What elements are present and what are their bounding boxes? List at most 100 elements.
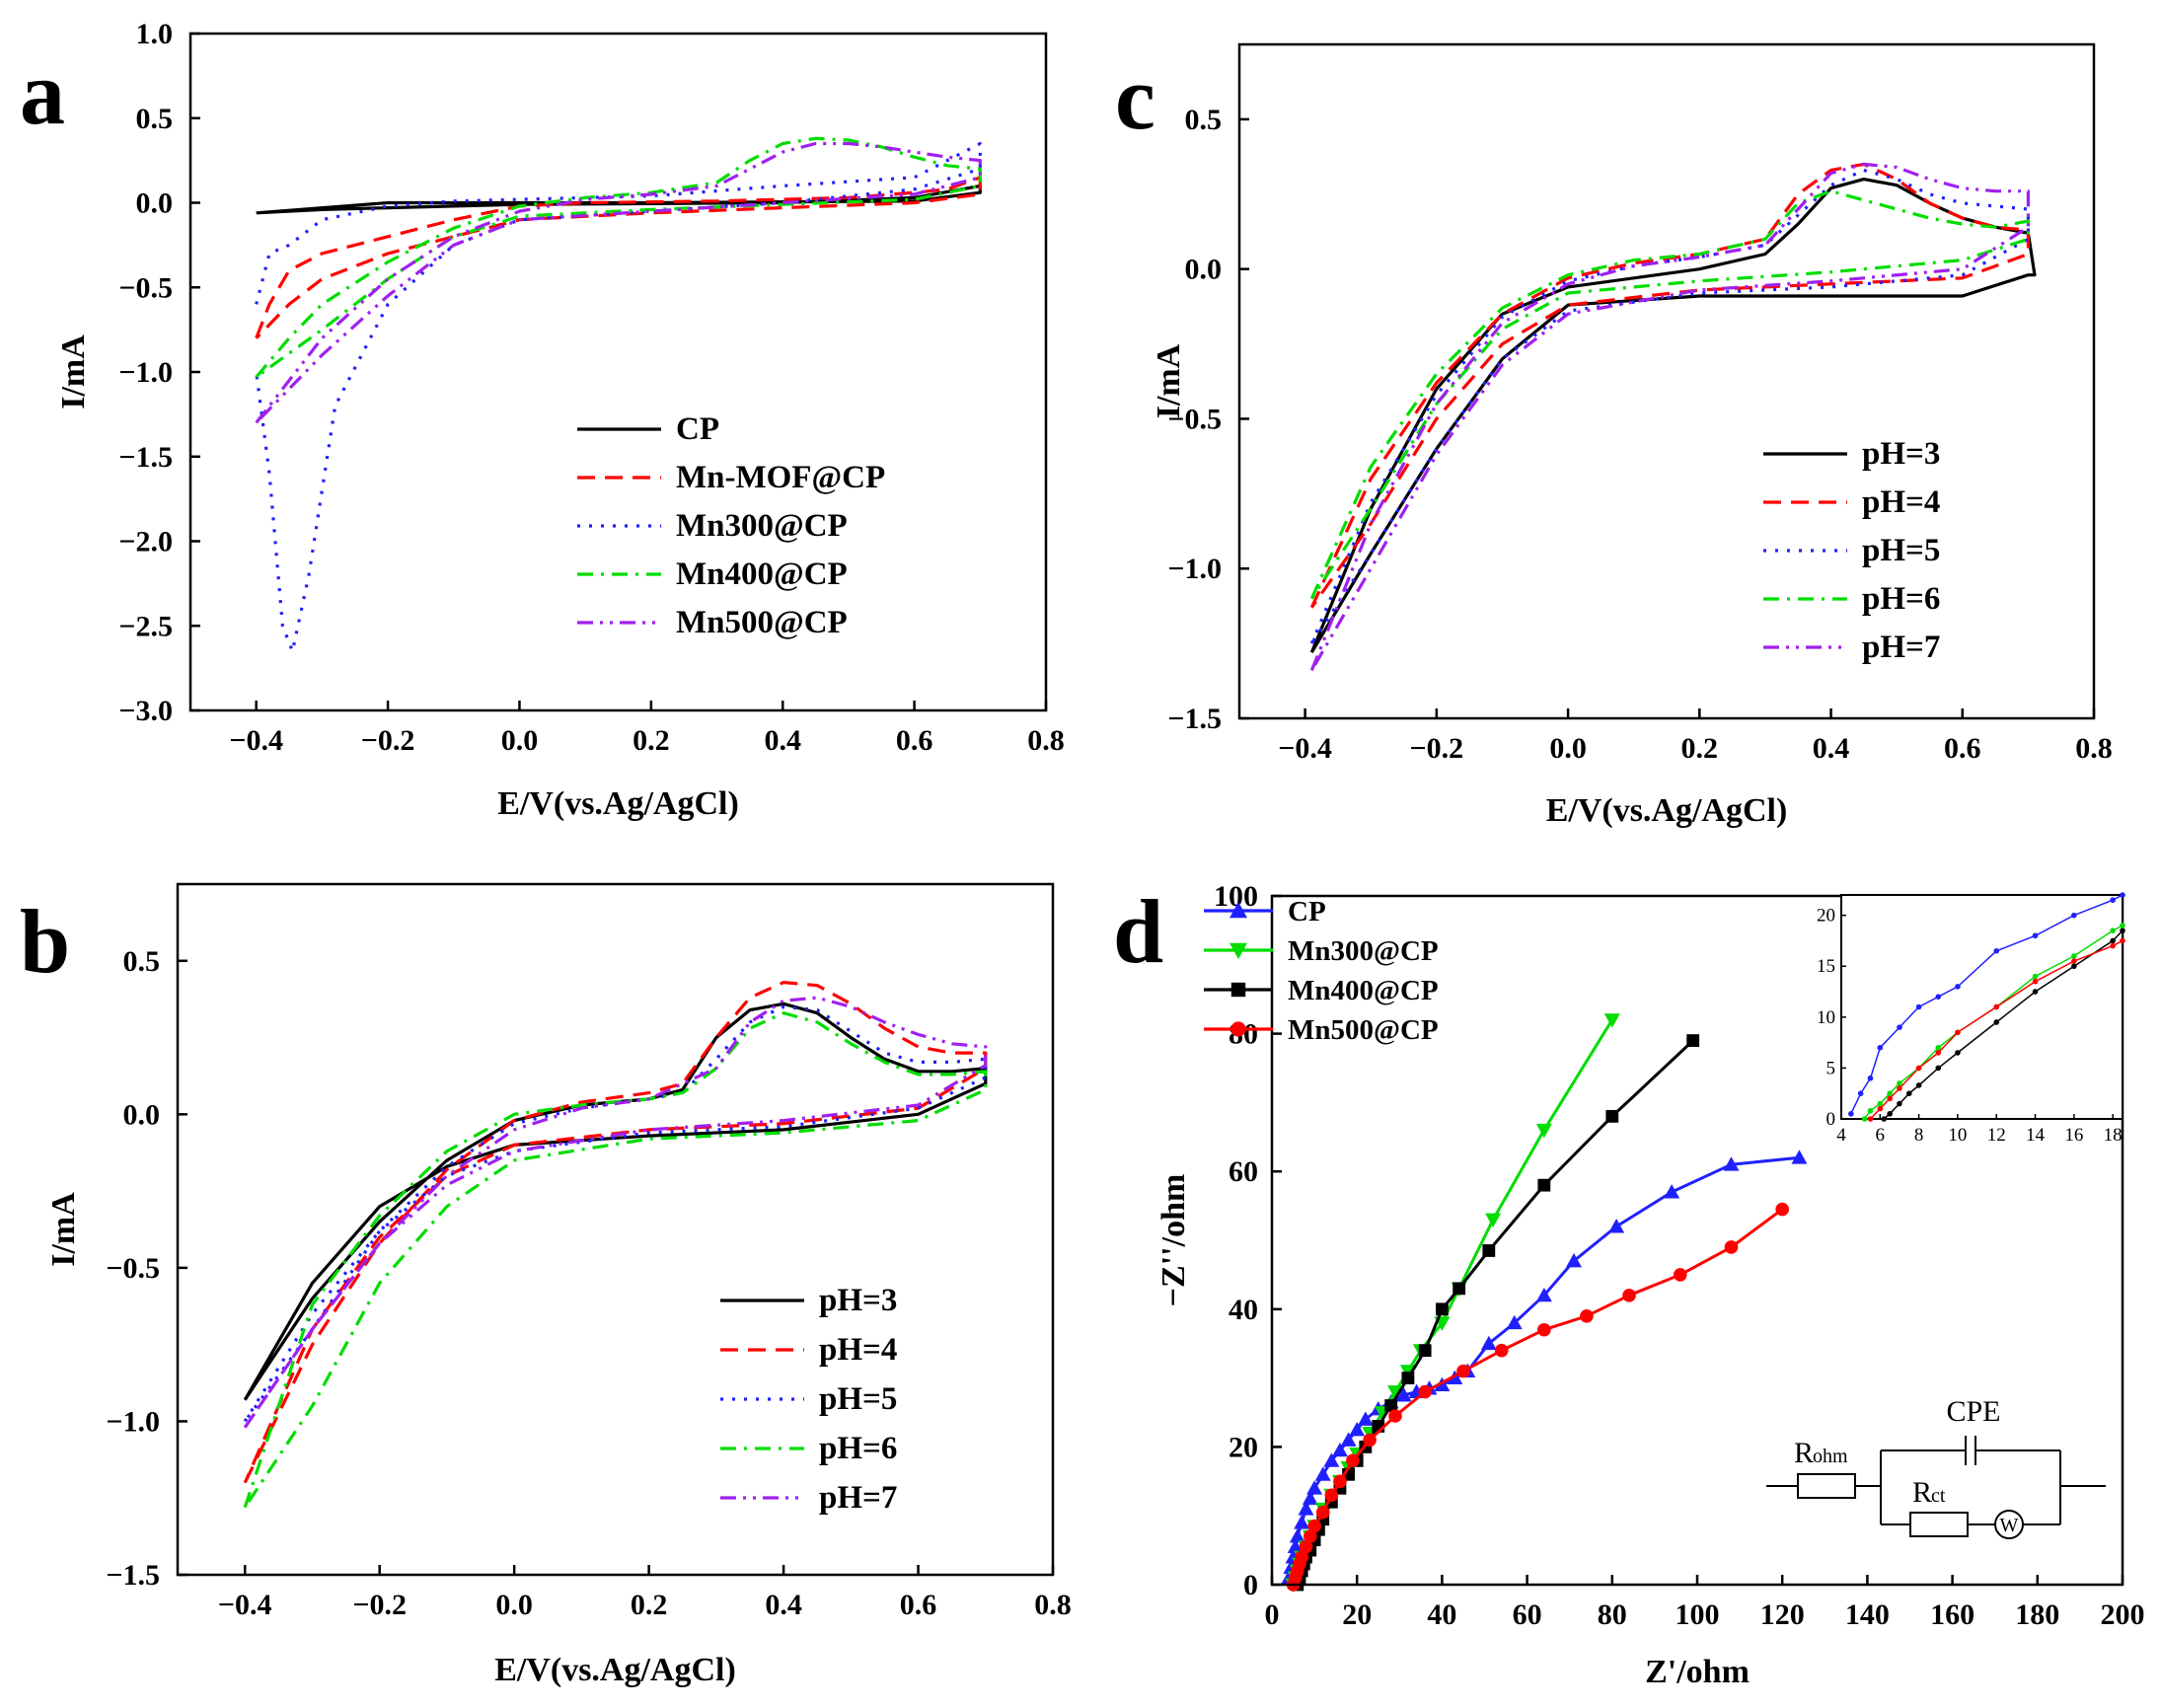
legend-label-mn300-cp: Mn300@CP: [676, 508, 848, 544]
y-tick-label: −1.0: [106, 1405, 160, 1438]
data-point-mn400-cp: [1537, 1178, 1551, 1192]
inset-point-mn500-cp: [1897, 1085, 1902, 1091]
inset-point-mn300-cp: [2032, 973, 2039, 980]
y-axis-label: I/mA: [45, 1192, 82, 1267]
data-point-cp: [1608, 1219, 1625, 1233]
inset-point-mn400-cp: [2110, 937, 2116, 944]
data-point-cp: [1357, 1411, 1374, 1426]
data-point-cp: [1791, 1150, 1808, 1164]
legend-label-ph-6: pH=6: [1862, 581, 1940, 617]
legend-label-ph-5: pH=5: [1862, 533, 1940, 568]
x-tick-label: 120: [1760, 1598, 1805, 1631]
inset-point-mn400-cp: [1993, 1019, 2000, 1025]
data-point-cp: [1395, 1387, 1412, 1402]
inset-point-mn400-cp: [1887, 1111, 1893, 1117]
legend: CP Mn300@CP Mn400@CP Mn500@CP: [1204, 896, 1439, 1046]
series-group: [1281, 1013, 1808, 1593]
x-tick-label: 40: [1427, 1598, 1456, 1631]
data-point-mn400-cp: [1453, 1282, 1466, 1296]
legend-label-ph-6: pH=6: [819, 1431, 897, 1466]
inset-point-mn300-cp: [1877, 1100, 1884, 1107]
legend-label-mn500-cp: Mn500@CP: [1288, 1014, 1439, 1046]
inset-point-mn500-cp: [1887, 1095, 1893, 1102]
data-point-mn500-cp: [1315, 1505, 1330, 1520]
inset-point-cp: [1857, 1090, 1864, 1097]
inset-point-mn500-cp: [2120, 937, 2125, 944]
inset-y-tick-label: 15: [1817, 956, 1835, 977]
series-line-ph-5: [243, 1004, 988, 1423]
series-line-ph-6: [1309, 189, 2030, 600]
panel-c-chart: c −0.4 −0.2 0.0 0.2 0.4 0.6 0.8 0.5 0.0 −0.5 −1.0 −1…: [1115, 42, 2113, 829]
data-point-mn300-cp: [1603, 1013, 1620, 1028]
y-tick-label: 0: [1243, 1569, 1258, 1601]
x-axis-label: E/V(vs.Ag/AgCl): [1546, 792, 1788, 829]
inset-point-mn300-cp: [1867, 1107, 1874, 1114]
y-tick-label: 1.0: [136, 18, 174, 50]
inset-point-cp: [1955, 984, 1961, 990]
x-tick-label: 20: [1342, 1598, 1372, 1631]
inset-point-mn400-cp: [2071, 963, 2077, 970]
y-tick-label: −0.5: [118, 271, 173, 304]
x-tick-label: −0.4: [1278, 732, 1332, 765]
y-tick-label: 0.5: [136, 103, 174, 135]
data-point-mn500-cp: [1363, 1433, 1377, 1448]
data-point-mn500-cp: [1299, 1539, 1313, 1554]
r-ct-label: R: [1912, 1476, 1932, 1509]
y-tick-label: −3.0: [118, 695, 173, 727]
inset-point-mn400-cp: [1935, 1065, 1942, 1072]
inset-point-mn400-cp: [1915, 1082, 1922, 1088]
inset-x-tick-label: 10: [1948, 1125, 1967, 1146]
x-tick-label: 0.0: [501, 724, 539, 757]
legend-label-ph-7: pH=7: [819, 1480, 897, 1516]
data-point-mn500-cp: [1388, 1409, 1402, 1423]
x-tick-label: −0.4: [218, 1589, 272, 1621]
data-point-mn500-cp: [1307, 1519, 1321, 1533]
data-point-mn500-cp: [1324, 1488, 1339, 1503]
inset-x-tick-label: 6: [1876, 1125, 1886, 1146]
data-point-cp: [1323, 1452, 1340, 1467]
x-tick-label: 0.6: [900, 1589, 937, 1621]
series-line-mn400-cp: [255, 136, 982, 379]
data-point-mn500-cp: [1580, 1308, 1594, 1323]
x-tick-label: 0: [1265, 1598, 1280, 1631]
data-point-cp: [1506, 1314, 1523, 1330]
inset-point-mn500-cp: [1993, 1003, 2000, 1010]
x-tick-label: 0.4: [1813, 732, 1850, 765]
x-axis-label: E/V(vs.Ag/AgCl): [497, 785, 739, 822]
data-point-cp: [1294, 1515, 1310, 1529]
inset-point-cp: [2032, 932, 2039, 939]
data-point-mn500-cp: [1333, 1474, 1347, 1489]
inset-point-mn500-cp: [2110, 942, 2116, 949]
x-tick-label: −0.4: [229, 724, 283, 757]
inset-x-tick-label: 12: [1987, 1125, 2006, 1146]
data-point-cp: [1289, 1528, 1305, 1543]
inset-point-mn300-cp: [2120, 923, 2125, 928]
x-tick-label: 0.8: [1027, 724, 1065, 757]
legend-label-mn400-cp: Mn400@CP: [1288, 975, 1439, 1006]
series-line-cp: [256, 184, 982, 215]
inset-point-mn500-cp: [2032, 978, 2039, 985]
inset-y-tick-label: 5: [1826, 1058, 1836, 1078]
y-tick-label: 0.0: [123, 1098, 161, 1131]
inset-point-mn400-cp: [2120, 928, 2125, 933]
panel-a-chart: a −0.4 −0.2 0.0 0.2 0.4 0.6 0.8 1.0 0.5 0.0 −0.5 −1.…: [20, 18, 1065, 822]
inset-point-mn400-cp: [1905, 1090, 1912, 1097]
series-line-mn500-cp: [255, 141, 982, 424]
panel-b-chart: b −0.4 −0.2 0.0 0.2 0.4 0.6 0.8 0.5 0.0 −0.5 −1.0 −1…: [20, 882, 1072, 1688]
y-tick-label: −0.5: [106, 1252, 160, 1285]
y-tick-label: −1.5: [106, 1559, 160, 1592]
legend-marker-cp: [1230, 902, 1247, 919]
x-tick-label: 0.6: [1944, 732, 1981, 765]
data-point-mn400-cp: [1401, 1372, 1415, 1384]
x-tick-label: 0.4: [764, 724, 801, 757]
inset-point-mn400-cp: [2032, 989, 2039, 995]
inset-point-mn300-cp: [1861, 1116, 1868, 1122]
inset-x-tick-label: 18: [2104, 1125, 2123, 1146]
inset-point-cp: [2120, 892, 2125, 898]
legend-label-mn500-cp: Mn500@CP: [676, 605, 848, 640]
data-point-cp: [1314, 1466, 1331, 1481]
inset-point-mn500-cp: [1877, 1105, 1884, 1112]
data-point-cp: [1298, 1501, 1314, 1516]
data-point-mn400-cp: [1436, 1302, 1449, 1316]
y-tick-label: 0.5: [1185, 104, 1223, 136]
